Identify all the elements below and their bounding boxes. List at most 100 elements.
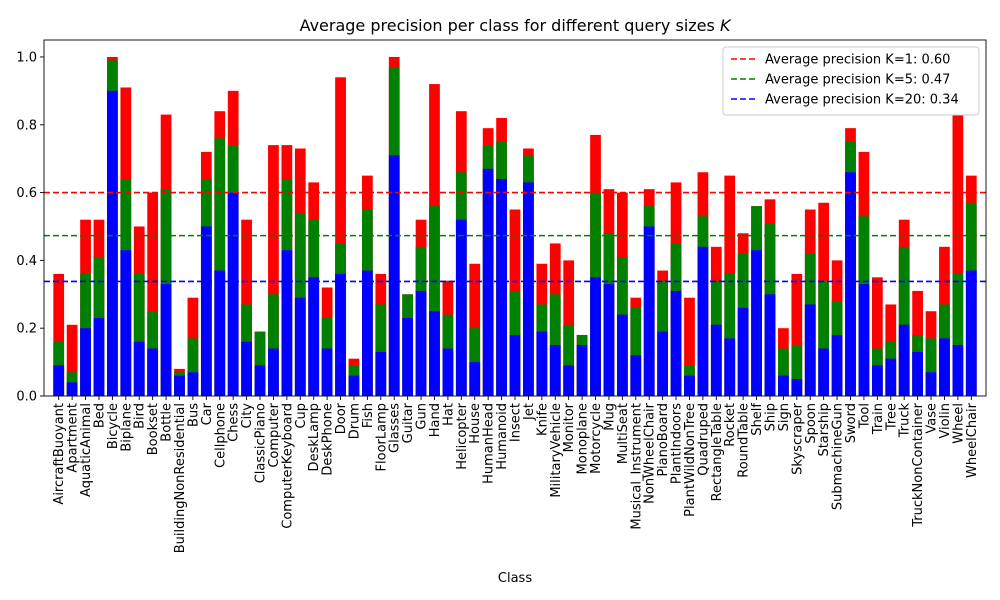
bar-k5-16 bbox=[268, 294, 279, 396]
y-tick-label: 0.4 bbox=[16, 254, 37, 269]
bar-k20-42 bbox=[616, 314, 628, 396]
bar-k5-67 bbox=[952, 273, 964, 396]
x-tick-label: AquaticAnimal bbox=[79, 403, 94, 497]
x-tick-label: RoundTable bbox=[737, 403, 752, 478]
bar-k20-66 bbox=[939, 338, 950, 396]
bar-k20-20 bbox=[321, 348, 333, 396]
bar-k20-60 bbox=[858, 284, 870, 396]
x-tick-label: Drum bbox=[347, 403, 362, 439]
bar-k20-26 bbox=[402, 318, 414, 396]
bar-k5-50 bbox=[724, 273, 736, 396]
x-tick-label: Violin bbox=[938, 403, 953, 439]
bar-k20-25 bbox=[388, 155, 400, 396]
bar-k20-14 bbox=[241, 341, 252, 396]
x-tick-label: Car bbox=[200, 402, 215, 425]
bar-k20-16 bbox=[268, 348, 279, 396]
legend-box bbox=[722, 46, 980, 116]
x-tick-label: Wheel bbox=[951, 403, 966, 444]
bar-k5-10 bbox=[187, 338, 199, 396]
x-tick-label: Helicopter bbox=[455, 402, 470, 469]
bar-k1-7 bbox=[147, 192, 159, 396]
x-tick-label: Hat bbox=[441, 403, 456, 426]
bar-k5-65 bbox=[925, 338, 937, 396]
bar-k5-57 bbox=[818, 280, 830, 396]
x-tick-label: Skyscraper bbox=[790, 402, 805, 474]
bar-k20-39 bbox=[576, 345, 588, 396]
y-tick-label: 0.0 bbox=[16, 390, 37, 405]
x-tick-label: Tree bbox=[884, 403, 899, 431]
bar-k20-56 bbox=[804, 304, 816, 396]
bar-k1-1 bbox=[66, 324, 78, 396]
bar-k20-32 bbox=[482, 168, 494, 396]
bar-k20-33 bbox=[496, 179, 507, 396]
x-tick-label: AircraftBuoyant bbox=[52, 403, 67, 505]
chart-title-main: Average precision per class for differen… bbox=[300, 16, 720, 35]
x-tick-label: Fish bbox=[361, 403, 376, 428]
bar-k20-63 bbox=[898, 324, 910, 396]
y-tick-label: 1.0 bbox=[16, 50, 37, 65]
x-tick-label: MultiSeat bbox=[616, 403, 631, 464]
bar-k20-2 bbox=[80, 328, 91, 396]
x-tick-label: City bbox=[240, 403, 255, 429]
bar-k20-53 bbox=[764, 294, 776, 396]
bar-k20-48 bbox=[697, 246, 709, 396]
bar-k20-54 bbox=[778, 375, 789, 396]
x-tick-label: RectangleTable bbox=[710, 403, 725, 501]
x-tick-label: Door bbox=[334, 402, 349, 434]
bar-k20-38 bbox=[563, 365, 575, 396]
bar-k20-43 bbox=[630, 355, 642, 396]
bar-k20-27 bbox=[415, 290, 427, 396]
bar-k20-23 bbox=[362, 270, 373, 396]
bar-k20-51 bbox=[737, 307, 749, 396]
bar-k20-44 bbox=[643, 226, 655, 396]
x-tick-label: PlantIndoors bbox=[670, 403, 685, 484]
reference-lines bbox=[44, 191, 986, 283]
x-tick-label: Sign bbox=[777, 403, 792, 431]
legend-label: Average precision K=5: 0.47 bbox=[765, 73, 950, 88]
bar-k1-16 bbox=[268, 145, 279, 396]
x-tick-label: Monoplane bbox=[576, 403, 591, 474]
bars bbox=[53, 56, 977, 397]
bar-k20-17 bbox=[281, 250, 293, 396]
bar-k20-30 bbox=[455, 219, 467, 396]
x-tick-label: FloorLamp bbox=[374, 403, 389, 471]
x-tick-label: Bird bbox=[133, 403, 148, 429]
x-tick-label: Spoon bbox=[804, 403, 819, 444]
x-tick-label: Insect bbox=[509, 403, 524, 442]
bar-k20-47 bbox=[684, 375, 695, 396]
bar-k20-22 bbox=[348, 375, 360, 396]
y-tick-label: 0.6 bbox=[16, 186, 37, 201]
x-tick-label: NonWheelChair bbox=[643, 402, 658, 504]
x-tick-label: Biplane bbox=[119, 403, 134, 452]
bar-k20-46 bbox=[670, 290, 682, 396]
bar-k20-12 bbox=[214, 270, 226, 396]
x-tick-label: ClassicPiano bbox=[254, 403, 269, 483]
bar-k20-4 bbox=[107, 90, 118, 397]
bar-k20-40 bbox=[590, 277, 601, 396]
x-tick-label: Computer bbox=[267, 402, 282, 467]
x-tick-label: Glasses bbox=[388, 403, 403, 453]
legend-label: Average precision K=1: 0.60 bbox=[765, 53, 950, 68]
legend: Average precision K=1: 0.60 Average preci… bbox=[722, 46, 980, 116]
x-tick-label: TruckNonContainer bbox=[911, 402, 926, 527]
x-tick-label: House bbox=[468, 403, 483, 444]
x-tick-label: Train bbox=[871, 403, 886, 435]
bar-k20-68 bbox=[965, 270, 977, 396]
bar-k20-9 bbox=[174, 375, 185, 396]
bar-k20-52 bbox=[751, 250, 762, 396]
bar-k20-45 bbox=[657, 331, 668, 396]
bar-k20-58 bbox=[831, 334, 843, 396]
bar-k20-37 bbox=[549, 345, 561, 396]
bar-k20-19 bbox=[308, 277, 320, 396]
x-tick-label: MilitaryVehicle bbox=[549, 403, 564, 498]
bar-k5-54 bbox=[778, 348, 789, 396]
bar-k5-28 bbox=[429, 206, 440, 396]
x-tick-label: Bottle bbox=[160, 403, 175, 442]
bar-k5-55 bbox=[791, 345, 803, 396]
bar-k1-0 bbox=[53, 273, 65, 396]
y-axis: 0.0 0.2 0.4 0.6 0.8 1.0 bbox=[16, 50, 44, 405]
bar-k20-59 bbox=[845, 172, 856, 396]
bar-k20-24 bbox=[375, 351, 387, 396]
x-tick-label: BuildingNonResidential bbox=[173, 403, 188, 553]
